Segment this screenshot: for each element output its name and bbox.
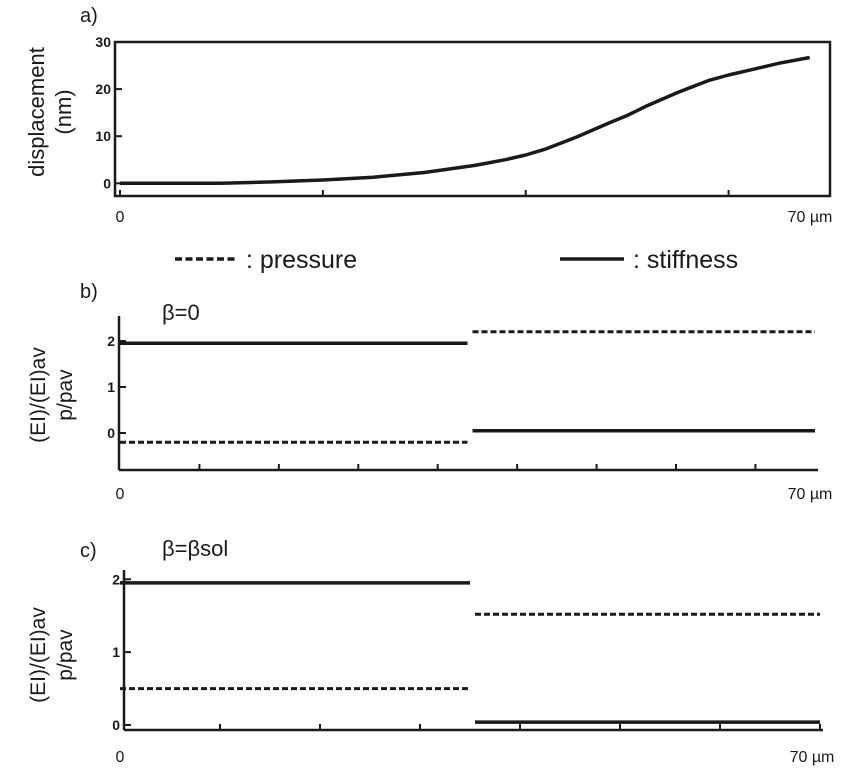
- panel-c-ytick-label: 1: [112, 644, 120, 660]
- panel-a-series-solid-line: [120, 55, 811, 186]
- panel-a-ytick-label: 20: [95, 81, 111, 97]
- panel-c-ytick-label: 2: [112, 571, 120, 587]
- panel-a-x-end-label: 70 µm: [788, 209, 833, 226]
- panel-a-axes: 0 10 20 30: [95, 34, 832, 198]
- panel-b-ylabel-line1: (EI)/(EI)av: [27, 347, 50, 443]
- panel-b-ylabel-line2: p/pav: [54, 369, 77, 421]
- panel-b-ytick-label: 1: [107, 379, 115, 395]
- panel-b-x-end-label: 70 µm: [788, 486, 833, 503]
- panel-a-ylabel-line1: displacement: [24, 47, 49, 177]
- panel-c-ytick-label: 0: [112, 717, 120, 733]
- panel-b: b) β=0 (EI)/(EI)av p/pav 0 1 2 0 70 µm: [27, 281, 832, 503]
- panel-c-x-start-label: 0: [116, 749, 125, 766]
- panel-b-series: [120, 330, 815, 444]
- panel-c-ylabel-line2: p/pav: [54, 629, 77, 681]
- panel-a-ytick-label: 30: [95, 34, 111, 50]
- panel-a-ytick-label: 0: [103, 175, 111, 191]
- panel-c-label: c): [80, 540, 97, 562]
- panel-b-ytick-label: 0: [107, 425, 115, 441]
- panel-c: c) β=βsol (EI)/(EI)av p/pav 0 1 2 0 70 µm: [27, 536, 834, 766]
- panel-b-x-start-label: 0: [116, 486, 125, 503]
- panel-a-label: a): [80, 5, 98, 27]
- panel-c-beta-label: β=βsol: [162, 536, 228, 561]
- panel-a-frame: [113, 40, 832, 198]
- panel-c-ylabel-line1: (EI)/(EI)av: [27, 607, 50, 703]
- panel-a-series: [120, 55, 811, 186]
- legend: : pressure : stiffness: [175, 246, 738, 274]
- panel-b-beta-label: β=0: [162, 300, 200, 325]
- panel-a-ytick-label: 10: [95, 128, 111, 144]
- panel-b-ytick-label: 2: [107, 333, 115, 349]
- panel-a-ylabel-line2: (nm): [51, 89, 76, 134]
- panel-a: a) displacement (nm) 0 10 20 30 0 70 µm: [24, 5, 832, 226]
- legend-pressure-label: : pressure: [246, 246, 357, 274]
- panel-c-x-end-label: 70 µm: [790, 749, 835, 766]
- panel-c-axes: 0 1 2: [112, 570, 823, 733]
- panel-a-x-start-label: 0: [116, 209, 125, 226]
- panel-c-series: [120, 581, 820, 724]
- panel-b-axes: 0 1 2: [107, 316, 818, 472]
- legend-stiffness-label: : stiffness: [633, 246, 738, 274]
- panel-b-label: b): [80, 281, 98, 303]
